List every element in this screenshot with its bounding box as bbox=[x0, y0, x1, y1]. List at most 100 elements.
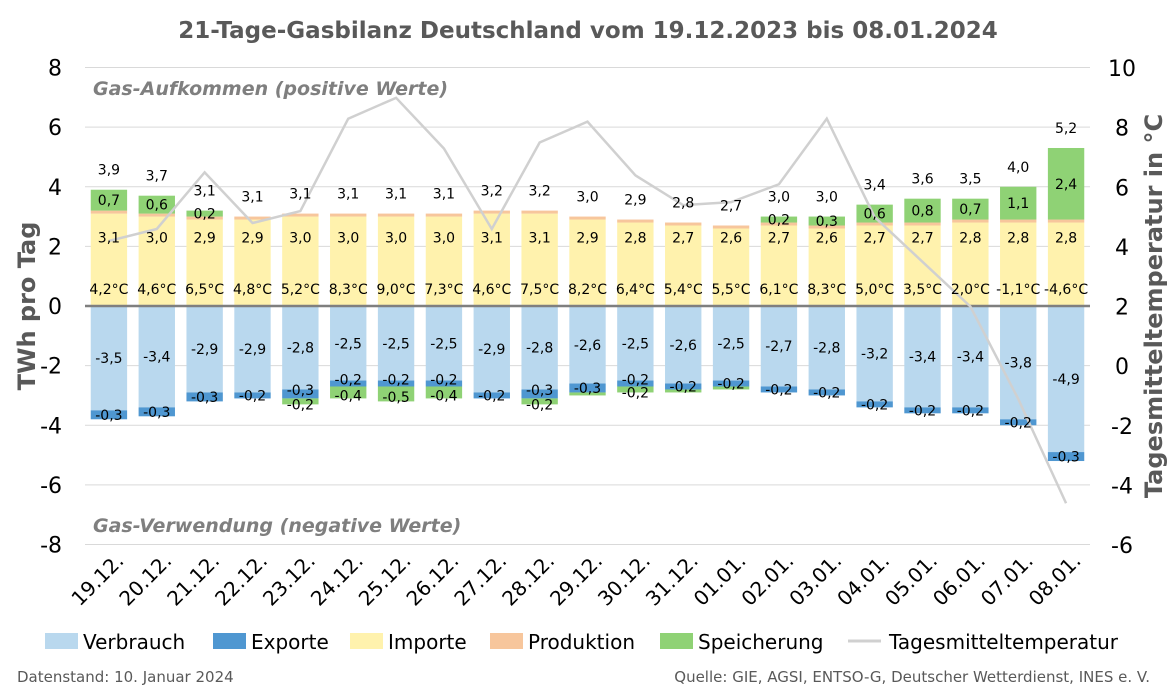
label-temperatur: 5,4°C bbox=[664, 282, 703, 298]
label-exporte: -0,2 bbox=[861, 397, 888, 413]
label-total: 3,1 bbox=[337, 187, 359, 203]
bar-speicherung bbox=[186, 210, 223, 217]
bar-importe bbox=[234, 219, 271, 306]
x-tick-label: 06.01. bbox=[928, 549, 990, 611]
label-verbrauch: -2,9 bbox=[191, 342, 218, 358]
label-temperatur: 7,5°C bbox=[520, 282, 559, 298]
label-total: 2,7 bbox=[720, 199, 742, 215]
label-speicherung: 0,2 bbox=[194, 207, 216, 223]
x-tick-label: 08.01. bbox=[1024, 549, 1086, 611]
y-tick-label: 8 bbox=[48, 57, 62, 82]
bar-produktion bbox=[473, 210, 510, 214]
bar-speicherung-negativ bbox=[665, 389, 702, 393]
y-tick-label: -4 bbox=[40, 414, 62, 439]
label-verbrauch: -2,5 bbox=[622, 336, 649, 352]
label-temperatur: 9,0°C bbox=[377, 282, 416, 298]
bar-exporte bbox=[808, 389, 845, 396]
temperature-line bbox=[108, 96, 1068, 504]
label-exporte: -0,3 bbox=[95, 408, 122, 424]
bar-produktion bbox=[1047, 219, 1085, 223]
bar-exporte bbox=[952, 407, 989, 414]
bar-importe bbox=[1047, 222, 1085, 306]
bar-verbrauch bbox=[808, 306, 845, 390]
bar-verbrauch bbox=[521, 306, 558, 390]
x-tick-label: 31.12. bbox=[641, 549, 703, 611]
label-exporte: -0,3 bbox=[287, 383, 314, 399]
x-axis-ticks: 19.12.20.12.21.12.22.12.23.12.24.12.25.1… bbox=[67, 549, 1086, 611]
bar-importe bbox=[569, 219, 606, 306]
label-exporte: -0,2 bbox=[813, 385, 840, 401]
label-importe: 3,1 bbox=[98, 230, 120, 246]
bar-exporte bbox=[234, 392, 271, 399]
bar-produktion bbox=[569, 216, 606, 220]
y2-tick-label: 4 bbox=[1115, 236, 1129, 261]
bar-importe bbox=[712, 228, 750, 306]
label-temperatur: -4,6°C bbox=[1044, 282, 1088, 298]
bar-produktion bbox=[330, 213, 367, 217]
label-importe: 2,8 bbox=[1007, 230, 1029, 246]
label-exporte: -0,3 bbox=[574, 381, 601, 397]
footer-date: Datenstand: 10. Januar 2024 bbox=[17, 668, 234, 686]
label-temperatur: 5,5°C bbox=[712, 282, 751, 298]
legend-label: Verbrauch bbox=[83, 630, 185, 654]
bar-exporte bbox=[282, 389, 319, 399]
label-total: 3,0 bbox=[816, 190, 838, 206]
label-exporte: -0,2 bbox=[1005, 415, 1032, 431]
bar-speicherung-negativ bbox=[377, 386, 415, 402]
bar-exporte bbox=[425, 380, 463, 387]
bar-speicherung-negativ bbox=[712, 386, 750, 390]
label-exporte: -0,2 bbox=[335, 373, 362, 389]
label-speicherung-negativ: -0,2 bbox=[287, 397, 314, 413]
bar-produktion bbox=[138, 213, 175, 217]
label-total: 3,2 bbox=[529, 184, 551, 200]
bar-verbrauch bbox=[760, 306, 798, 387]
label-importe: 2,9 bbox=[576, 230, 598, 246]
bar-verbrauch bbox=[473, 306, 510, 393]
bar-produktion bbox=[282, 213, 319, 217]
bar-verbrauch bbox=[1047, 306, 1085, 453]
legend: Verbrauch Exporte Importe Produktion Speiche… bbox=[45, 630, 1119, 654]
y-tick-label: 2 bbox=[48, 235, 62, 260]
bar-produktion bbox=[186, 216, 223, 220]
x-tick-label: 30.12. bbox=[593, 549, 655, 611]
label-total: 3,5 bbox=[959, 172, 981, 188]
footer-source: Quelle: GIE, AGSI, ENTSO-G, Deutscher We… bbox=[674, 668, 1150, 686]
label-verbrauch: -2,6 bbox=[574, 338, 601, 354]
legend-label: Produktion bbox=[528, 630, 635, 654]
bar-produktion bbox=[952, 219, 989, 223]
x-tick-label: 05.01. bbox=[880, 549, 942, 611]
bar-importe bbox=[377, 216, 415, 306]
bar-verbrauch bbox=[952, 306, 989, 408]
label-importe: 2,6 bbox=[816, 230, 838, 246]
bar-verbrauch bbox=[282, 306, 319, 390]
label-importe: 3,0 bbox=[337, 230, 359, 246]
bar-exporte bbox=[138, 407, 175, 417]
y-axis-ticks: 8 6 4 2 0 -2 -4 -6 -8 bbox=[40, 57, 62, 559]
label-exporte: -0,2 bbox=[382, 373, 409, 389]
bar-importe bbox=[330, 216, 367, 306]
label-speicherung: 2,4 bbox=[1055, 177, 1077, 193]
label-exporte: -0,2 bbox=[478, 388, 505, 404]
label-speicherung: 0,6 bbox=[864, 207, 886, 223]
label-speicherung-negativ: -0,2 bbox=[526, 397, 553, 413]
label-exporte: -0,3 bbox=[1052, 450, 1079, 466]
label-verbrauch: -2,5 bbox=[430, 336, 457, 352]
label-total: 3,1 bbox=[433, 187, 455, 203]
bar-produktion bbox=[904, 222, 941, 226]
label-exporte: -0,2 bbox=[765, 382, 792, 398]
label-temperatur: 5,0°C bbox=[855, 282, 894, 298]
legend-swatch bbox=[490, 633, 523, 649]
x-tick-label: 22.12. bbox=[210, 549, 272, 611]
y-tick-label: -2 bbox=[40, 355, 62, 380]
label-speicherung-negativ: -0,5 bbox=[382, 390, 409, 406]
label-total: 3,6 bbox=[911, 172, 933, 188]
label-importe: 2,7 bbox=[768, 230, 790, 246]
y2-tick-label: 10 bbox=[1108, 57, 1136, 82]
bar-produktion bbox=[712, 225, 750, 229]
label-speicherung-negativ: -0,2 bbox=[622, 385, 649, 401]
bar-verbrauch bbox=[617, 306, 654, 381]
bar-exporte bbox=[617, 380, 654, 387]
label-temperatur: 2,0°C bbox=[951, 282, 990, 298]
label-total: 3,1 bbox=[385, 187, 407, 203]
